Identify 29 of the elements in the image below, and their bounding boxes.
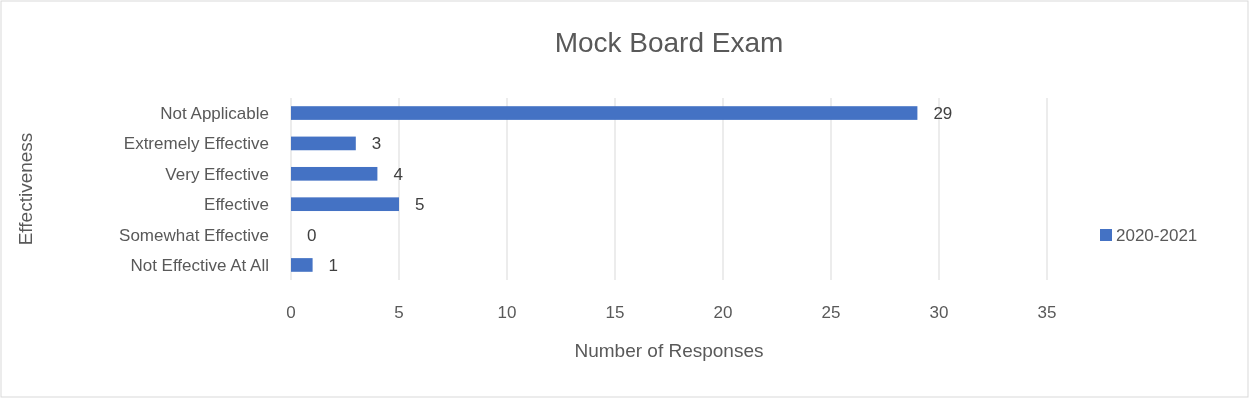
bar [291,197,399,212]
y-tick-label: Effective [204,195,269,215]
y-tick-label: Very Effective [165,164,269,184]
x-tick-label: 10 [497,303,517,322]
x-tick-label: 5 [394,303,404,322]
bar [291,136,356,151]
data-label: 5 [415,195,425,215]
x-tick-label: 35 [1037,303,1057,322]
data-label: 0 [307,225,317,245]
data-label: 29 [933,103,953,123]
y-tick-label: Not Effective At All [130,255,269,275]
bar [291,258,313,272]
x-tick-label: 0 [286,303,296,322]
y-tick-label: Extremely Effective [123,134,269,154]
x-tick-label: 25 [821,303,841,322]
legend-label: 2020-2021 [1116,225,1198,245]
x-tick-label: 15 [605,303,625,322]
x-tick-label: 20 [713,303,733,322]
x-tick-label: 30 [929,303,949,322]
y-tick-label: Not Applicable [160,103,269,123]
data-label: 1 [328,255,339,275]
bar [291,106,918,120]
chart-title: Mock Board Exam [554,27,784,58]
y-axis-title: Effectiveness [15,132,36,246]
data-label: 3 [371,134,382,154]
x-axis-title: Number of Responses [574,340,764,361]
y-tick-label: Somewhat Effective [119,225,269,245]
bar [291,166,378,181]
data-label: 4 [393,164,403,184]
